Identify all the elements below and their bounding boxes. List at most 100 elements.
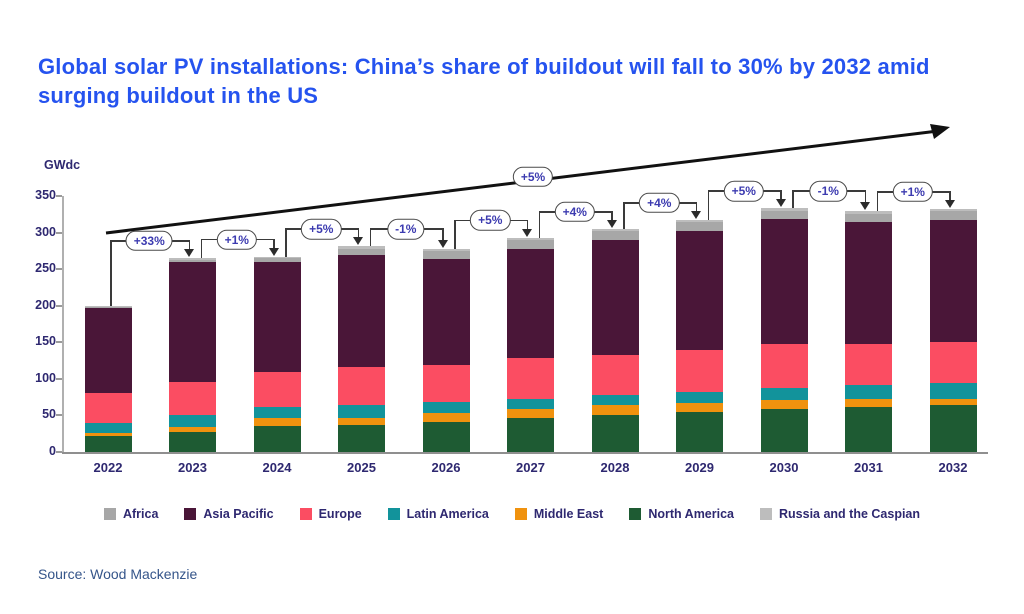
- bar-segment-africa: [591, 231, 639, 240]
- legend-swatch: [629, 508, 642, 520]
- bar-segment-europe: [84, 393, 132, 424]
- growth-badge-2028-2029: +4%: [639, 192, 680, 214]
- bar-segment-russia-and-the-caspian: [422, 248, 470, 251]
- bar-segment-europe: [422, 364, 470, 403]
- bar-2023: [169, 258, 216, 452]
- legend-item-russia-and-the-caspian: Russia and the Caspian: [760, 507, 920, 521]
- legend-swatch: [760, 508, 772, 520]
- bar-segment-russia-and-the-caspian: [591, 228, 639, 232]
- legend-swatch: [103, 508, 116, 520]
- y-tick-mark: [56, 268, 62, 271]
- bar-segment-asia-pacific: [676, 231, 723, 350]
- y-tick-label: 0: [49, 444, 56, 458]
- connector-down-leg: [188, 240, 191, 251]
- bar-segment-asia-pacific: [253, 261, 301, 372]
- bar-2026: [422, 248, 470, 452]
- bar-segment-asia-pacific: [760, 219, 808, 344]
- bar-segment-north-america: [676, 411, 723, 452]
- bar-segment-latin-america: [845, 385, 892, 399]
- y-tick-mark: [56, 195, 62, 197]
- bar-segment-middle-east: [169, 427, 216, 433]
- y-tick-mark: [56, 377, 62, 380]
- bar-segment-middle-east: [338, 417, 385, 425]
- bar-2024: [253, 256, 301, 452]
- connector-up-leg: [285, 228, 287, 257]
- bar-segment-russia-and-the-caspian: [507, 237, 554, 240]
- chart-title: Global solar PV installations: China’s s…: [38, 54, 930, 109]
- bar-segment-middle-east: [422, 412, 470, 422]
- bar-segment-africa: [929, 211, 977, 221]
- growth-badge-2024-2025: +5%: [301, 219, 342, 240]
- bar-2025: [338, 246, 385, 452]
- x-tick-label: 2029: [685, 460, 714, 475]
- legend-label: Africa: [122, 507, 159, 521]
- legend-label: Asia Pacific: [203, 507, 274, 521]
- y-tick-label: 300: [35, 224, 56, 239]
- bar-segment-russia-and-the-caspian: [253, 256, 301, 259]
- y-tick-label: 150: [35, 334, 56, 349]
- x-tick-label: 2030: [769, 460, 799, 475]
- growth-badge-2029-2030: +5%: [723, 181, 764, 202]
- connector-up-leg: [200, 238, 203, 259]
- growth-badge-2023-2024: +1%: [216, 229, 257, 250]
- connector-up-leg: [110, 240, 112, 306]
- connector-up-leg: [623, 202, 625, 229]
- bar-segment-latin-america: [591, 394, 639, 406]
- bar-segment-north-america: [84, 435, 132, 452]
- legend-label: North America: [648, 507, 734, 521]
- x-tick-label: 2026: [431, 460, 461, 475]
- bar-segment-north-america: [422, 422, 470, 452]
- legend-label: Middle East: [533, 507, 604, 521]
- y-tick-label: 200: [35, 297, 56, 312]
- bar-segment-asia-pacific: [169, 261, 216, 382]
- legend-item-middle-east: Middle East: [514, 507, 604, 521]
- bar-segment-russia-and-the-caspian: [845, 211, 892, 214]
- bar-segment-north-america: [929, 405, 977, 452]
- legend-label: Russia and the Caspian: [779, 507, 921, 521]
- bar-2032: [929, 209, 977, 452]
- legend-item-africa: Africa: [103, 507, 159, 521]
- bar-2031: [845, 211, 892, 452]
- bar-segment-latin-america: [253, 407, 301, 419]
- growth-badge-2025-2026: -1%: [387, 219, 425, 240]
- y-axis-unit-label: GWdc: [44, 158, 81, 172]
- x-tick-label: 2032: [938, 460, 968, 475]
- legend-label: Europe: [318, 507, 362, 521]
- legend-swatch: [387, 508, 400, 520]
- x-tick-label: 2025: [347, 460, 376, 475]
- bar-segment-europe: [760, 343, 808, 389]
- bar-segment-africa: [845, 213, 892, 223]
- x-tick-label: 2027: [516, 460, 545, 475]
- y-tick-label: 350: [35, 188, 56, 202]
- bar-segment-north-america: [253, 426, 301, 452]
- connector-down-leg: [780, 190, 782, 201]
- legend-item-europe: Europe: [299, 507, 362, 521]
- bar-segment-europe: [845, 343, 892, 386]
- source-note: Source: Wood Mackenzie: [38, 566, 198, 582]
- bar-segment-latin-america: [676, 392, 723, 403]
- bar-segment-europe: [591, 355, 639, 395]
- trend-arrow-label: +5%: [512, 166, 554, 188]
- bar-segment-middle-east: [84, 432, 132, 436]
- bar-segment-europe: [676, 349, 723, 393]
- x-tick-label: 2031: [854, 460, 883, 475]
- connector-up-leg: [369, 228, 372, 247]
- bar-segment-asia-pacific: [84, 307, 132, 394]
- connector-down-leg: [442, 228, 444, 241]
- bar-segment-europe: [929, 342, 977, 384]
- bar-segment-latin-america: [84, 423, 132, 433]
- connector-up-leg: [538, 210, 541, 238]
- connector-up-leg: [454, 219, 456, 249]
- bar-segment-latin-america: [760, 388, 808, 401]
- bar-segment-latin-america: [929, 383, 977, 400]
- bar-segment-middle-east: [676, 403, 723, 412]
- legend-label: Latin America: [406, 507, 489, 521]
- growth-badge-2031-2032: +1%: [892, 181, 933, 203]
- bar-segment-north-america: [338, 424, 385, 452]
- y-tick-mark: [56, 451, 62, 453]
- bar-segment-africa: [507, 239, 554, 249]
- bar-segment-africa: [676, 222, 723, 232]
- bar-segment-russia-and-the-caspian: [338, 246, 385, 249]
- bar-segment-north-america: [591, 415, 639, 452]
